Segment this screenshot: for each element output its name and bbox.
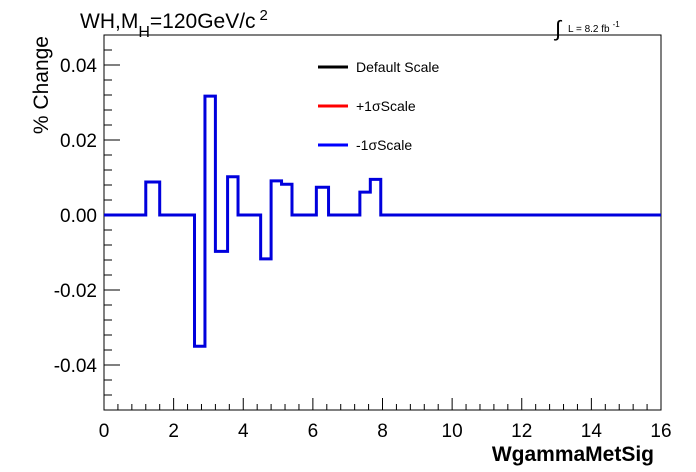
x-axis-label: WgammaMetSig (492, 443, 654, 466)
x-tick-label: 2 (168, 421, 179, 442)
title-main: =120GeV/c (150, 10, 256, 33)
legend-label-minus-1-sigma: -1σScale (356, 137, 412, 153)
y-tick-label: -0.02 (54, 281, 97, 302)
title-subscript: H (138, 24, 150, 41)
x-tick-label: 6 (308, 421, 319, 442)
x-tick-label: 0 (99, 421, 110, 442)
x-tick-label: 8 (377, 421, 388, 442)
lumi-integral-symbol: ∫ (553, 16, 563, 41)
x-tick-label: 16 (650, 421, 671, 442)
legend-label-plus-1-sigma: +1σScale (356, 98, 416, 114)
x-tick-label: 12 (511, 421, 532, 442)
lumi-label: L = 8.2 fb -1 (568, 20, 620, 35)
series-layer (104, 94, 661, 348)
lumi-superscript: -1 (613, 20, 621, 29)
y-tick-label: 0.02 (60, 131, 97, 152)
lumi-text: L = 8.2 fb (568, 24, 610, 35)
y-axis-label: % Change (30, 36, 53, 134)
title-prefix: WH,M (80, 10, 138, 33)
series-line (104, 94, 661, 348)
y-tick-label: -0.04 (54, 356, 98, 377)
x-tick-label: 14 (581, 421, 603, 442)
title-superscript: 2 (260, 7, 268, 24)
plot-frame (103, 34, 662, 411)
legend: Default Scale +1σScale -1σScale (318, 59, 439, 153)
x-tick-label: 10 (442, 421, 463, 442)
ticks-layer: 0 2 4 6 8 10 12 14 16 0.04 0.02 0.00 -0.02 -0.04 (54, 34, 672, 442)
legend-label-default-scale: Default Scale (356, 59, 439, 75)
y-tick-label: 0.00 (60, 206, 97, 227)
y-tick-label: 0.04 (60, 56, 97, 77)
x-tick-label: 4 (238, 421, 249, 442)
chart-title: WH,MH=120GeV/c 2 (80, 7, 268, 41)
